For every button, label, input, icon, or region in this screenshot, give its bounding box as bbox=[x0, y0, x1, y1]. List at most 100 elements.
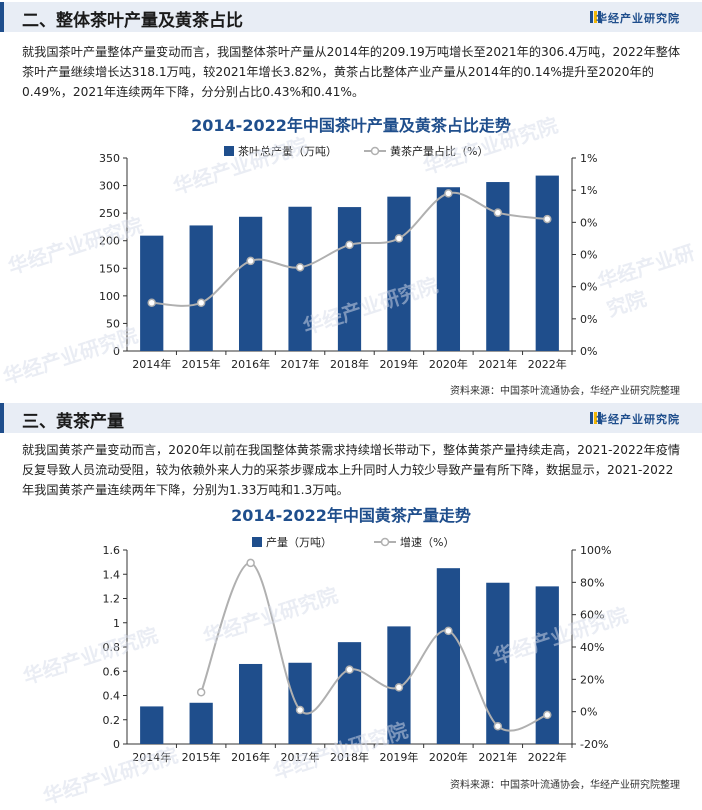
line-point bbox=[543, 710, 552, 720]
legend-line-marker bbox=[370, 146, 380, 156]
line-point bbox=[394, 234, 404, 243]
line-point bbox=[196, 688, 206, 697]
brand-name-1: 华经产业研究院 bbox=[596, 12, 680, 25]
section-title-2: 三、黄茶产量 bbox=[22, 412, 124, 432]
bar bbox=[387, 196, 411, 351]
left-tick-label: 0 bbox=[113, 738, 120, 751]
chart-2: 产量（万吨） 增速（%） 0 0.2 0.4 0.6 0.8 1 1.2 1.4 1.6 -20% 0%… bbox=[103, 535, 612, 764]
right-tick-label: 20% bbox=[580, 673, 604, 686]
legend-line-marker bbox=[380, 537, 390, 547]
x-tick-label: 2021年 bbox=[478, 357, 517, 371]
bar bbox=[486, 582, 510, 744]
x-tick-label: 2015年 bbox=[182, 750, 221, 764]
right-tick-label: 100% bbox=[580, 544, 611, 557]
line-point bbox=[543, 214, 552, 224]
right-tick-label: 0% bbox=[580, 249, 597, 262]
legend-bar-label: 产量（万吨） bbox=[266, 535, 332, 549]
left-tick-label: 0.6 bbox=[103, 665, 121, 678]
left-tick-label: 250 bbox=[99, 207, 120, 220]
x-tick-label: 2020年 bbox=[429, 750, 468, 764]
line-point bbox=[196, 298, 206, 307]
x-tick-label: 2019年 bbox=[379, 357, 418, 371]
line-point bbox=[246, 558, 255, 568]
x-tick-label: 2018年 bbox=[330, 357, 369, 371]
left-tick-label: 50 bbox=[106, 317, 120, 330]
chart-title-2: 2014-2022年中国黄茶产量走势 bbox=[231, 506, 471, 525]
right-tick-label: 0% bbox=[580, 313, 597, 326]
bar bbox=[238, 663, 263, 744]
bar bbox=[288, 206, 312, 351]
x-tick-label: 2017年 bbox=[281, 357, 320, 371]
left-tick-label: 1.2 bbox=[103, 593, 121, 606]
x-tick-label: 2020年 bbox=[429, 357, 468, 371]
bar bbox=[486, 182, 510, 351]
left-tick-label: 1.6 bbox=[103, 544, 121, 557]
line-point bbox=[345, 665, 354, 674]
left-tick-label: 1 bbox=[113, 617, 120, 630]
right-tick-label: 1% bbox=[580, 152, 597, 165]
chart-title-1: 2014-2022年中国茶叶产量及黄茶占比走势 bbox=[191, 116, 511, 135]
left-tick-label: 0 bbox=[113, 345, 120, 358]
x-tick-label: 2015年 bbox=[182, 357, 221, 371]
line-point bbox=[345, 240, 354, 250]
source-note-2: 资料来源：中国茶叶流通协会，华经产业研究院整理 bbox=[450, 780, 680, 791]
line-point bbox=[295, 705, 305, 715]
bar bbox=[238, 216, 263, 351]
paragraph-1: 就我国茶叶产量整体产量变动而言，我国整体茶叶产量从2014年的209.19万吨增… bbox=[22, 45, 681, 99]
left-tick-label: 200 bbox=[99, 235, 120, 248]
legend-bar-swatch bbox=[252, 537, 262, 547]
right-tick-label: 0% bbox=[580, 216, 597, 229]
section-title-1: 二、整体茶叶产量及黄茶占比 bbox=[22, 11, 243, 31]
right-tick-label: 1% bbox=[580, 184, 597, 197]
right-tick-label: 0% bbox=[580, 281, 597, 294]
x-tick-label: 2016年 bbox=[231, 357, 270, 371]
x-tick-label: 2017年 bbox=[281, 750, 320, 764]
right-tick-label: 0% bbox=[580, 345, 597, 358]
right-tick-label: 60% bbox=[580, 609, 604, 622]
x-tick-label: 2021年 bbox=[478, 750, 517, 764]
chart-1: 茶叶总产量（万吨） 黄茶产量占比（%） 0 50 100 150 200 250 300 350 0… bbox=[99, 144, 597, 371]
x-tick-label: 2014年 bbox=[132, 750, 171, 764]
x-tick-label: 2022年 bbox=[528, 750, 567, 764]
legend-line-label: 增速（%） bbox=[400, 535, 454, 549]
line-point bbox=[493, 208, 503, 217]
left-tick-label: 0.2 bbox=[103, 714, 121, 727]
line-point bbox=[147, 298, 156, 307]
legend-bar-swatch bbox=[224, 146, 234, 156]
paragraph-2: 就我国黄茶产量变动而言，2020年以前在我国整体黄茶需求持续增长带动下，整体黄茶… bbox=[22, 443, 681, 497]
line-point bbox=[295, 263, 305, 272]
line-point bbox=[246, 256, 255, 266]
brand-logo-icon bbox=[590, 412, 601, 424]
bar bbox=[535, 175, 559, 351]
section-header-1: 二、整体茶叶产量及黄茶占比 华经产业研究院 bbox=[0, 2, 702, 32]
bar bbox=[140, 706, 164, 744]
section-header-2: 三、黄茶产量 华经产业研究院 bbox=[0, 403, 702, 433]
legend-bar-label: 茶叶总产量（万吨） bbox=[238, 144, 337, 158]
brand-logo-icon bbox=[590, 11, 601, 23]
bar bbox=[288, 662, 312, 744]
left-tick-label: 1.4 bbox=[103, 568, 121, 581]
right-tick-label: 40% bbox=[580, 641, 604, 654]
bar bbox=[337, 207, 362, 351]
right-tick-label: 0% bbox=[580, 706, 597, 719]
x-tick-label: 2016年 bbox=[231, 750, 270, 764]
legend-line-label: 黄茶产量占比（%） bbox=[390, 144, 488, 158]
x-tick-label: 2018年 bbox=[330, 750, 369, 764]
left-tick-label: 150 bbox=[99, 262, 120, 275]
bar bbox=[436, 187, 461, 351]
left-tick-label: 350 bbox=[99, 152, 120, 165]
x-tick-label: 2019年 bbox=[379, 750, 418, 764]
left-tick-label: 0.4 bbox=[103, 690, 121, 703]
left-tick-label: 300 bbox=[99, 180, 120, 193]
line-point bbox=[394, 683, 404, 692]
bar bbox=[337, 642, 362, 744]
source-note-1: 资料来源：中国茶叶流通协会，华经产业研究院整理 bbox=[450, 386, 680, 397]
line-point bbox=[493, 721, 503, 731]
left-tick-label: 100 bbox=[99, 290, 120, 303]
bar bbox=[189, 225, 213, 351]
brand-name-2: 华经产业研究院 bbox=[596, 413, 680, 426]
bar bbox=[535, 586, 559, 744]
right-tick-label: 80% bbox=[580, 576, 604, 589]
bar bbox=[140, 235, 164, 351]
left-tick-label: 0.8 bbox=[103, 641, 121, 654]
